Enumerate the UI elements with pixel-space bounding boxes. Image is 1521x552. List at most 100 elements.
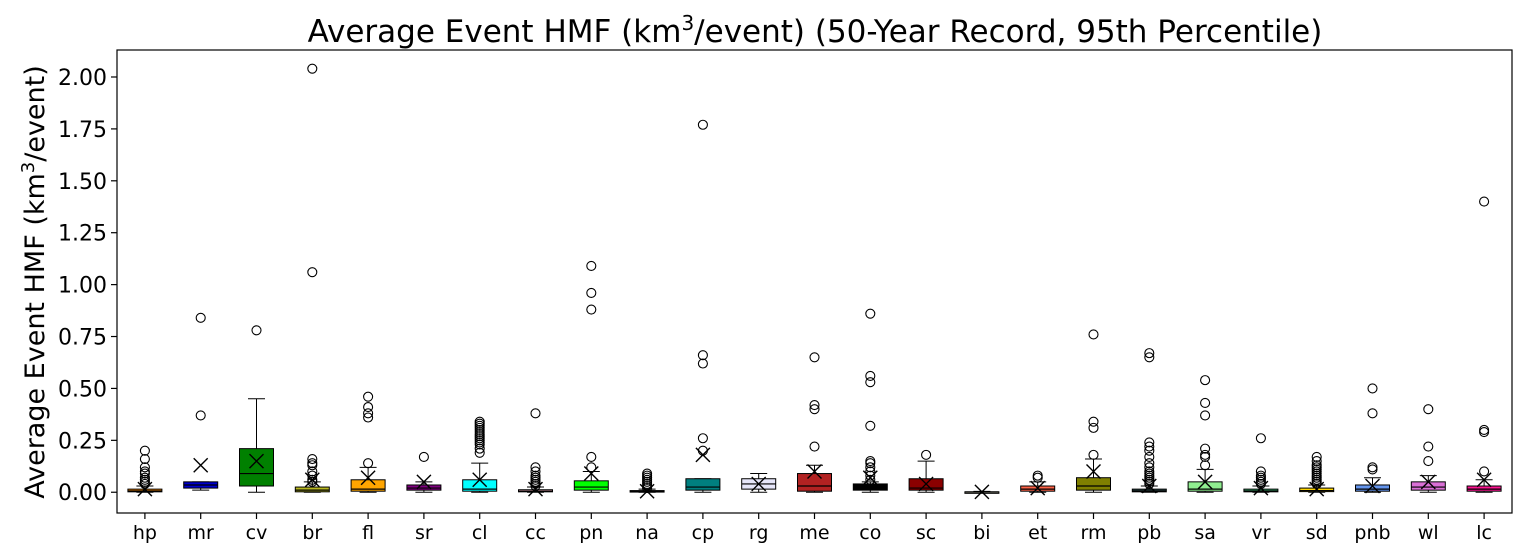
- flier-point: [1144, 348, 1155, 359]
- mean-marker: [193, 457, 209, 473]
- flier-point: [307, 474, 318, 485]
- y-tick-label: 0.75: [58, 326, 107, 351]
- y-tick-label: 0.50: [58, 377, 107, 402]
- flier-point: [1367, 408, 1378, 419]
- x-tick-label: rg: [749, 522, 769, 544]
- flier-point: [1144, 458, 1155, 469]
- box-na: [629, 468, 665, 499]
- x-tick-label: pb: [1137, 522, 1161, 544]
- flier-point: [1367, 383, 1378, 394]
- flier-point: [363, 408, 374, 419]
- flier-point: [809, 441, 820, 452]
- x-tick-label: na: [635, 522, 659, 544]
- flier-point: [1200, 443, 1211, 454]
- mean-marker: [918, 476, 934, 492]
- x-tick-label: cp: [692, 522, 715, 544]
- flier-point: [1144, 451, 1155, 462]
- mean-marker: [1253, 480, 1269, 496]
- mean-marker: [304, 472, 320, 488]
- box-pb: [1131, 348, 1167, 494]
- flier-point: [1367, 464, 1378, 475]
- x-tick-label: sr: [415, 522, 433, 544]
- box-pn: [573, 260, 609, 493]
- mean-marker: [695, 447, 711, 463]
- box-body: [852, 483, 888, 491]
- flier-point: [697, 433, 708, 444]
- mean-marker: [862, 470, 878, 486]
- x-tick-label: mr: [188, 522, 215, 544]
- box-sa: [1187, 375, 1223, 493]
- flier-point: [865, 474, 876, 485]
- flier-point: [865, 466, 876, 477]
- x-tick-label: sc: [916, 522, 936, 544]
- box-rg: [741, 473, 777, 493]
- flier-point: [307, 453, 318, 465]
- flier-point: [809, 352, 820, 363]
- flier-point: [1479, 466, 1490, 477]
- box-cv: [239, 325, 274, 493]
- flier-point: [586, 287, 597, 298]
- box-et: [1020, 470, 1056, 496]
- mean-marker: [472, 472, 488, 488]
- y-tick-label: 0.00: [58, 481, 107, 506]
- x-tick-label: br: [302, 522, 322, 544]
- flier-point: [1032, 472, 1043, 483]
- box-br: [294, 63, 330, 493]
- flier-point: [1423, 404, 1434, 415]
- flier-point: [139, 453, 150, 465]
- mean-marker: [583, 466, 599, 482]
- y-tick-label: 1.25: [58, 222, 107, 247]
- flier-point: [1200, 397, 1211, 409]
- x-tick-label: me: [799, 522, 829, 544]
- x-tick-label: wl: [1418, 522, 1439, 544]
- flier-point: [363, 412, 374, 423]
- flier-point: [1200, 449, 1211, 460]
- box-cc: [518, 408, 553, 497]
- flier-point: [697, 445, 708, 456]
- flier-point: [697, 358, 708, 369]
- box-body: [1355, 484, 1390, 492]
- mean-marker: [1197, 474, 1213, 490]
- mean-marker: [1309, 481, 1325, 497]
- flier-point: [1144, 462, 1155, 473]
- box-pnb: [1355, 383, 1390, 494]
- flier-point: [1144, 445, 1155, 456]
- flier-point: [195, 312, 206, 323]
- flier-point: [1255, 433, 1266, 444]
- box-bi: [964, 484, 1000, 500]
- mean-marker: [751, 476, 767, 492]
- flier-point: [474, 447, 485, 458]
- flier-point: [1423, 456, 1434, 467]
- flier-point: [1088, 422, 1099, 433]
- flier-point: [1311, 451, 1322, 462]
- flier-point: [865, 462, 876, 473]
- x-tick-label: lc: [1476, 522, 1492, 544]
- box-fl: [350, 391, 386, 493]
- flier-point: [139, 462, 150, 473]
- flier-point: [1200, 410, 1211, 421]
- box-body: [797, 473, 832, 492]
- flier-point: [865, 377, 876, 388]
- flier-point: [1088, 329, 1099, 340]
- flier-point: [1200, 375, 1211, 386]
- flier-point: [1479, 426, 1490, 438]
- y-tick-label: 0.25: [58, 429, 107, 454]
- flier-point: [921, 449, 932, 460]
- x-tick-label: cc: [525, 522, 546, 544]
- x-axis: hp mr cv br fl sr cl cc pn na cp rg me co sc bi et rm pb sa…: [133, 513, 1492, 544]
- y-axis-label: Average Event HMF (km3/event): [18, 65, 52, 499]
- flier-point: [307, 458, 318, 469]
- flier-point: [1255, 466, 1266, 477]
- y-axis: 0.00 0.25 0.50 0.75 1.00 1.25 1.50 1.75 2.00: [58, 66, 117, 506]
- box-me: [797, 352, 832, 493]
- y-tick-label: 1.00: [58, 274, 107, 299]
- flier-point: [363, 458, 374, 469]
- box-cl: [462, 416, 498, 493]
- flier-point: [586, 462, 597, 473]
- box-body: [1076, 477, 1111, 491]
- flier-point: [586, 451, 597, 462]
- mean-marker: [639, 483, 655, 499]
- flier-point: [139, 466, 150, 477]
- x-tick-label: sa: [1194, 522, 1216, 544]
- flier-point: [1311, 456, 1322, 467]
